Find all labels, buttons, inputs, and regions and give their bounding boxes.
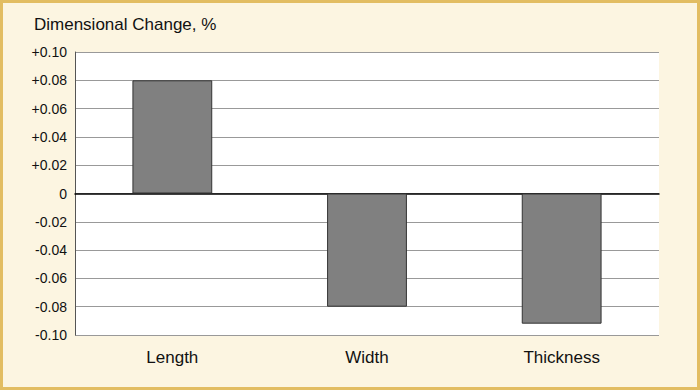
svg-text:0: 0 [59, 186, 67, 202]
svg-text:+0.06: +0.06 [32, 101, 68, 117]
svg-text:+0.10: +0.10 [32, 44, 68, 60]
svg-text:+0.04: +0.04 [32, 129, 68, 145]
svg-text:-0.06: -0.06 [35, 270, 67, 286]
svg-text:-0.02: -0.02 [35, 214, 67, 230]
svg-text:Length: Length [146, 348, 198, 367]
svg-text:+0.02: +0.02 [32, 157, 68, 173]
svg-text:Dimensional Change, %: Dimensional Change, % [34, 15, 216, 34]
svg-text:+0.08: +0.08 [32, 72, 68, 88]
svg-text:-0.10: -0.10 [35, 327, 67, 343]
svg-text:Thickness: Thickness [523, 348, 600, 367]
svg-text:-0.08: -0.08 [35, 299, 67, 315]
svg-text:-0.04: -0.04 [35, 242, 67, 258]
svg-text:Width: Width [345, 348, 388, 367]
